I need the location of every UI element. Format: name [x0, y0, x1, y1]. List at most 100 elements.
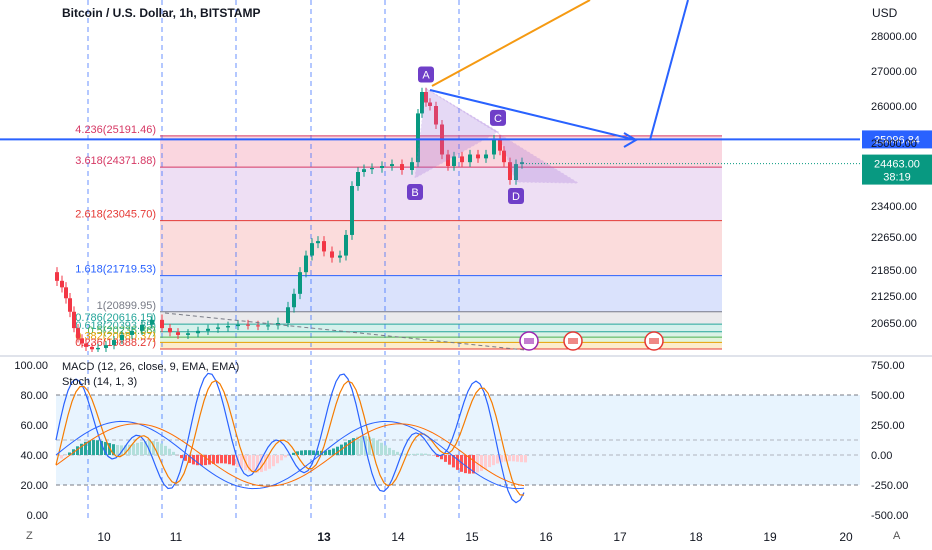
candle-body: [130, 330, 134, 335]
fib-band: [160, 220, 722, 276]
zoom-icon[interactable]: Z: [26, 530, 33, 542]
macd-bar: [356, 436, 359, 455]
candle-body: [226, 326, 230, 328]
candle-body: [446, 154, 450, 166]
candle-body: [468, 154, 472, 163]
dashed-trendline: [164, 312, 526, 351]
macd-bar: [172, 451, 175, 455]
macd-bar: [84, 441, 87, 455]
macd-bar: [484, 455, 487, 470]
pattern-point-label: B: [411, 187, 418, 199]
macd-bar: [280, 455, 283, 461]
macd-bar: [352, 438, 355, 455]
event-icon-flag: [649, 338, 659, 344]
macd-bar: [136, 442, 139, 455]
macd-bar: [496, 455, 499, 464]
stoch-legend[interactable]: Stoch (14, 1, 3): [62, 376, 138, 388]
stoch-tick-label: 100.00: [14, 360, 48, 372]
macd-bar: [472, 455, 475, 474]
macd-tick-label: -500.00: [871, 510, 908, 522]
macd-bar: [372, 438, 375, 455]
price-tick-label: 27000.00: [871, 66, 917, 78]
macd-bar: [492, 455, 495, 466]
macd-line: [55, 420, 525, 490]
time-tick-label: 20: [839, 530, 853, 544]
candle-body: [80, 338, 84, 344]
price-tick-label: 23400.00: [871, 201, 917, 213]
price-tick-label: 26000.00: [871, 101, 917, 113]
candle-body: [370, 168, 374, 170]
fib-bands: [160, 135, 722, 349]
pattern-point-label: A: [422, 70, 430, 82]
candle-body: [168, 328, 172, 333]
macd-bar: [324, 450, 327, 455]
candle-body: [55, 272, 59, 281]
macd-bar: [376, 440, 379, 455]
candle-body: [356, 172, 360, 186]
candle-body: [84, 343, 88, 347]
fib-band: [160, 311, 722, 325]
candle-body: [72, 311, 76, 329]
candle-body: [68, 298, 72, 312]
macd-bar: [164, 445, 167, 455]
macd-bar: [200, 455, 203, 466]
candle-body: [76, 328, 80, 339]
macd-bar: [264, 455, 267, 471]
fib-lines: 4.236(25191.46) 3.618(24371.88) 2.618(2304…: [75, 124, 722, 350]
abcd-pattern[interactable]: A B C D: [407, 66, 580, 205]
macd-bar: [304, 450, 307, 455]
candle-body: [298, 272, 302, 294]
macd-bar: [464, 455, 467, 474]
lower-panel: [55, 372, 860, 504]
macd-tick-label: 0.00: [871, 450, 892, 462]
time-tick-label: 13: [317, 530, 331, 544]
macd-bar: [80, 443, 83, 455]
macd-bar: [424, 453, 427, 455]
macd-bar: [268, 455, 271, 469]
macd-bar: [348, 440, 351, 455]
fib-band: [160, 167, 722, 221]
orange-trendline: [431, 0, 591, 87]
candle-body: [420, 92, 424, 114]
macd-bar: [156, 441, 159, 455]
time-tick-label: 19: [763, 530, 777, 544]
auto-scale-icon[interactable]: A: [893, 530, 901, 542]
candle-body: [476, 154, 480, 159]
macd-bar: [448, 455, 451, 465]
price-tick-label: 20650.00: [871, 318, 917, 330]
fib-label: 0.382(20080.37): [75, 330, 156, 342]
macd-bar: [384, 445, 387, 455]
macd-legend[interactable]: MACD (12, 26, close, 9, EMA, EMA): [62, 361, 240, 373]
macd-bar: [132, 443, 135, 455]
macd-bar: [212, 455, 215, 464]
macd-bar: [388, 447, 391, 455]
candle-body: [514, 164, 518, 180]
candle-body: [390, 164, 394, 166]
candle-body: [140, 324, 144, 331]
fib-label: 1.618(21719.53): [75, 264, 156, 276]
price-tick-label: 25000.00: [871, 138, 917, 150]
candle-body: [176, 332, 180, 335]
macd-bar: [124, 445, 127, 455]
macd-bar: [292, 452, 295, 455]
axes: 28000.00 27000.00 26000.00 25000.00 23400.00…: [0, 31, 932, 544]
candle-body: [502, 150, 506, 163]
candle-body: [416, 113, 420, 163]
macd-bar: [420, 453, 423, 455]
price-tick-label: 21250.00: [871, 291, 917, 303]
macd-bar: [452, 455, 455, 468]
candle-body: [292, 293, 296, 308]
macd-bar: [416, 453, 419, 455]
macd-bar: [112, 444, 115, 455]
candle-body: [428, 102, 432, 106]
macd-bar: [184, 455, 187, 461]
candle-body: [344, 234, 348, 256]
candle-body: [508, 162, 512, 180]
fib-band: [160, 275, 722, 312]
stoch-tick-label: 0.00: [27, 510, 48, 522]
stoch-tick-label: 60.00: [20, 420, 48, 432]
macd-bar: [88, 440, 91, 455]
candle-body: [304, 255, 308, 273]
